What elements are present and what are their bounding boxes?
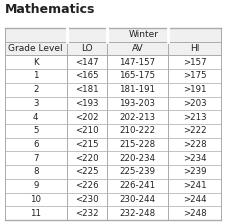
Text: <193: <193: [74, 99, 98, 108]
Text: >241: >241: [182, 181, 205, 190]
Text: <181: <181: [74, 85, 98, 94]
Text: 181-191: 181-191: [119, 85, 155, 94]
Text: >234: >234: [182, 154, 205, 163]
Text: 230-244: 230-244: [119, 195, 155, 204]
Text: >175: >175: [182, 72, 205, 81]
Text: >248: >248: [182, 209, 205, 218]
Text: AV: AV: [131, 44, 142, 53]
Text: <225: <225: [74, 167, 98, 176]
Text: 165-175: 165-175: [119, 72, 155, 81]
Text: 5: 5: [33, 126, 38, 135]
Text: >222: >222: [182, 126, 205, 135]
Text: Mathematics: Mathematics: [5, 3, 95, 16]
Text: K: K: [33, 58, 38, 67]
Text: 215-228: 215-228: [119, 140, 155, 149]
Bar: [5, 28, 220, 220]
Text: >203: >203: [182, 99, 205, 108]
Text: 193-203: 193-203: [119, 99, 155, 108]
Text: 210-222: 210-222: [119, 126, 155, 135]
Text: 225-239: 225-239: [119, 167, 155, 176]
Text: HI: HI: [189, 44, 198, 53]
Bar: [5, 42, 220, 56]
Text: >213: >213: [182, 113, 205, 122]
Text: 4: 4: [33, 113, 38, 122]
Text: >191: >191: [182, 85, 205, 94]
Text: 6: 6: [33, 140, 38, 149]
Text: 9: 9: [33, 181, 38, 190]
Text: <210: <210: [74, 126, 98, 135]
Text: <147: <147: [74, 58, 98, 67]
Text: Winter: Winter: [128, 30, 158, 39]
Text: 7: 7: [33, 154, 38, 163]
Text: 8: 8: [33, 167, 38, 176]
Text: >157: >157: [182, 58, 205, 67]
Bar: [5, 28, 220, 42]
Text: <230: <230: [74, 195, 98, 204]
Text: 11: 11: [30, 209, 41, 218]
Text: Grade Level: Grade Level: [8, 44, 63, 53]
Text: <220: <220: [74, 154, 98, 163]
Text: 2: 2: [33, 85, 38, 94]
Text: <202: <202: [74, 113, 98, 122]
Text: <232: <232: [74, 209, 98, 218]
Text: 232-248: 232-248: [119, 209, 155, 218]
Text: 1: 1: [33, 72, 38, 81]
Text: LO: LO: [80, 44, 92, 53]
Text: <226: <226: [74, 181, 98, 190]
Text: 202-213: 202-213: [119, 113, 155, 122]
Text: 220-234: 220-234: [119, 154, 155, 163]
Text: 10: 10: [30, 195, 41, 204]
Text: >239: >239: [182, 167, 205, 176]
Text: >244: >244: [182, 195, 205, 204]
Text: 3: 3: [33, 99, 38, 108]
Text: <165: <165: [74, 72, 98, 81]
Text: >228: >228: [182, 140, 205, 149]
Text: 147-157: 147-157: [119, 58, 155, 67]
Text: <215: <215: [74, 140, 98, 149]
Text: 226-241: 226-241: [119, 181, 155, 190]
